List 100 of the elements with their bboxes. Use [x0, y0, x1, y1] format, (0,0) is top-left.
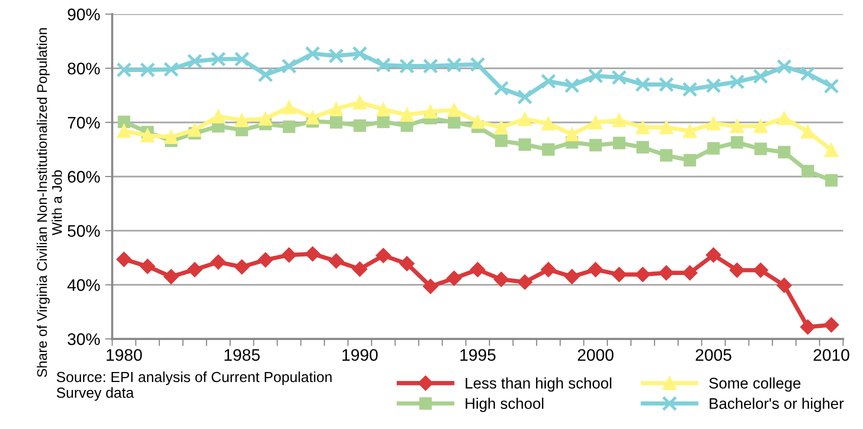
point [470, 114, 485, 129]
point [399, 58, 415, 74]
legend-label: Bachelor's or higher [710, 398, 844, 412]
point [470, 262, 486, 278]
point [187, 262, 202, 278]
x-tick-label: 2010 [814, 349, 850, 361]
point [612, 70, 627, 86]
point [682, 82, 698, 98]
point [329, 102, 344, 116]
point [424, 104, 438, 119]
point [800, 66, 816, 82]
point [258, 112, 272, 126]
point [330, 116, 342, 129]
point [612, 136, 626, 150]
y-tick-label: 70% [68, 116, 100, 129]
point [658, 265, 674, 280]
point [304, 46, 320, 62]
point [258, 67, 274, 82]
point [376, 102, 390, 116]
point [211, 110, 226, 124]
point [706, 116, 720, 130]
point [564, 78, 580, 94]
legend-label: High school [466, 398, 544, 412]
point [565, 127, 579, 142]
point [352, 95, 367, 110]
y-tick-label: 80% [68, 62, 100, 74]
point [258, 252, 274, 268]
point [540, 74, 556, 89]
y-tick-label: 30% [68, 333, 100, 346]
point [660, 149, 673, 162]
point [399, 256, 414, 272]
point [682, 265, 698, 280]
point [422, 278, 438, 294]
point [682, 124, 697, 138]
point [730, 119, 744, 134]
point [730, 136, 744, 149]
point [825, 174, 838, 187]
point [706, 247, 722, 263]
point [494, 272, 509, 287]
point [140, 62, 156, 78]
point [636, 141, 649, 154]
point [352, 262, 368, 277]
point [164, 269, 179, 284]
point [777, 111, 792, 126]
x-tick-label: 1985 [224, 349, 260, 361]
point [802, 164, 814, 178]
point [164, 62, 179, 78]
point [376, 57, 391, 73]
y-tick-label: 40% [67, 279, 100, 291]
point [448, 116, 460, 129]
point [588, 68, 604, 84]
point [824, 317, 839, 332]
point [707, 142, 720, 155]
point [234, 259, 250, 274]
y-tick-label: 90% [68, 8, 100, 20]
y-tick-label: 50% [68, 225, 100, 237]
point [376, 248, 391, 264]
point [282, 100, 296, 114]
point [234, 51, 250, 67]
point [446, 57, 462, 73]
point [281, 247, 297, 263]
point [118, 116, 130, 128]
point [470, 56, 486, 72]
point [140, 258, 156, 274]
point [352, 46, 368, 62]
point [659, 120, 674, 134]
point [776, 278, 792, 293]
y-tick-label: 60% [68, 170, 100, 183]
point [400, 108, 414, 122]
x-tick-label: 2005 [696, 349, 732, 361]
point [188, 123, 202, 137]
point [234, 113, 249, 128]
point [164, 130, 178, 144]
point [753, 262, 768, 278]
point [140, 128, 155, 142]
x-tick-label: 1995 [460, 349, 496, 361]
point [495, 134, 508, 148]
point [281, 58, 297, 74]
point [116, 62, 132, 78]
legend-label: Some college [709, 377, 800, 392]
point [517, 89, 532, 105]
point [729, 262, 745, 278]
point [752, 68, 768, 84]
point [494, 120, 508, 134]
point [446, 270, 462, 286]
point [588, 262, 604, 278]
point [612, 113, 626, 128]
point [518, 112, 532, 126]
point [187, 54, 202, 69]
point [328, 48, 344, 64]
point [589, 138, 602, 152]
x-tick-label: 1980 [106, 349, 142, 361]
point [684, 154, 696, 167]
point [282, 120, 296, 133]
point [588, 115, 603, 130]
point [612, 266, 627, 282]
point [824, 143, 838, 157]
point [754, 119, 768, 134]
point [754, 142, 767, 156]
x-tick-label: 1990 [342, 349, 378, 361]
